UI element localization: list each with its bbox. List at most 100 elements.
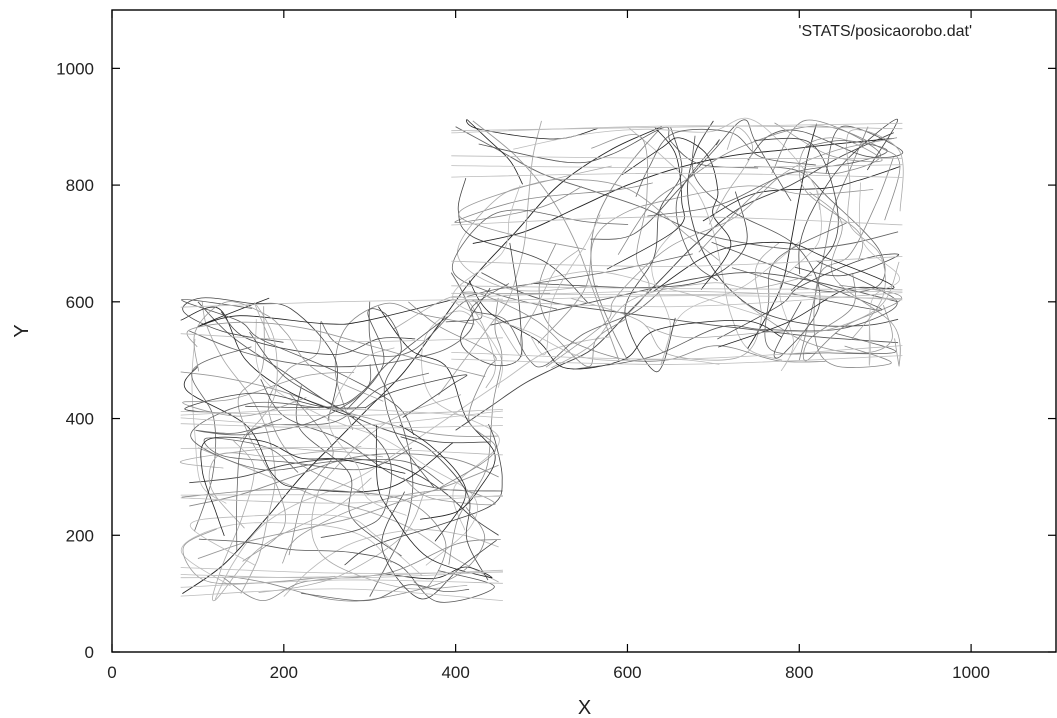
x-tick-label: 200 — [270, 663, 298, 682]
trajectory-path — [451, 216, 903, 226]
y-tick-label: 1000 — [56, 59, 94, 78]
trajectory-path — [455, 132, 894, 431]
trajectory-path — [377, 306, 496, 520]
trajectory-path — [590, 119, 792, 240]
trajectory-path — [208, 450, 384, 529]
trajectory-path — [189, 453, 499, 507]
trajectory-path — [451, 256, 903, 267]
trajectory-path — [311, 394, 468, 590]
trajectory-path — [180, 567, 503, 574]
trajectory-path — [180, 446, 362, 469]
trajectory-path — [393, 295, 496, 389]
trajectory-path — [774, 122, 883, 262]
trajectory-path — [467, 253, 693, 297]
trajectory-path — [717, 253, 899, 340]
trajectory-path — [180, 446, 503, 456]
trajectory-path — [190, 401, 444, 485]
trajectory-path — [858, 182, 900, 366]
trajectory-path — [180, 579, 503, 588]
trajectory-path — [489, 272, 899, 326]
trajectory-path — [652, 241, 895, 348]
x-tick-label: 0 — [107, 663, 116, 682]
trajectory-path — [617, 125, 901, 255]
trajectory-path — [590, 126, 663, 361]
trajectory-path — [606, 126, 685, 270]
y-tick-label: 400 — [66, 410, 94, 429]
trajectory-path — [182, 297, 338, 421]
trajectory-path — [212, 440, 372, 601]
trajectory-path — [570, 242, 780, 361]
trajectory-path — [197, 297, 454, 327]
trajectory-path — [460, 242, 523, 367]
trajectory-path — [621, 137, 732, 290]
trajectory-path — [645, 261, 900, 339]
trajectory-paths — [180, 117, 904, 603]
trajectory-path — [472, 120, 620, 361]
trajectory-path — [267, 321, 370, 496]
trajectory-path — [320, 299, 483, 357]
trajectory-path — [346, 308, 435, 488]
trajectory-path — [451, 125, 903, 134]
trajectory-path — [240, 302, 278, 441]
y-tick-label: 800 — [66, 176, 94, 195]
trajectory-path — [180, 333, 503, 343]
trajectory-path — [451, 122, 903, 132]
trajectory-path — [183, 366, 454, 493]
y-tick-label: 600 — [66, 293, 94, 312]
trajectory-path — [513, 117, 821, 210]
trajectory-path — [451, 285, 903, 290]
trajectory-path — [180, 588, 503, 601]
trajectory-path — [200, 436, 406, 537]
trajectory-path — [180, 409, 503, 417]
trajectory-path — [451, 155, 903, 159]
plot-frame — [111, 9, 1057, 653]
trajectory-path — [573, 260, 898, 370]
trajectory-path — [448, 297, 503, 565]
x-tick-label: 400 — [441, 663, 469, 682]
trajectory-path — [764, 222, 897, 355]
trajectory-path — [529, 214, 601, 356]
trajectory-path — [222, 539, 501, 602]
trajectory-path — [747, 125, 904, 175]
trajectory-path — [538, 243, 826, 363]
trajectory-path — [180, 408, 503, 419]
trajectory-path — [193, 301, 384, 402]
trajectory-path — [472, 137, 894, 244]
trajectory-path — [457, 178, 588, 303]
x-tick-label: 800 — [785, 663, 813, 682]
trajectory-path — [255, 319, 478, 566]
trajectory-path — [184, 392, 366, 414]
trajectory-path — [399, 424, 467, 542]
x-axis-title: X — [578, 697, 591, 718]
trajectory-path — [181, 488, 447, 588]
trajectory-path — [466, 119, 598, 185]
trajectory-path — [647, 140, 888, 217]
x-tick-label: 600 — [613, 663, 641, 682]
trajectory-path — [531, 191, 748, 289]
trajectory-path — [451, 295, 903, 303]
trajectory-path — [451, 209, 629, 310]
trajectory-path — [368, 301, 414, 597]
trajectory-path — [537, 185, 874, 344]
trajectory-path — [197, 447, 499, 583]
trajectory-path — [451, 172, 903, 178]
trajectory-path — [328, 347, 407, 516]
trajectory-path — [381, 491, 497, 600]
trajectory-path — [186, 321, 486, 378]
trajectory-path — [711, 241, 883, 311]
trajectory-path — [236, 372, 430, 552]
trajectory-path — [180, 569, 503, 579]
trajectory-path — [731, 166, 886, 293]
trajectory-path — [334, 302, 475, 431]
axis-ticks: 0 200 400 600 800 1000 0 200 400 600 800 1000 — [56, 10, 1056, 682]
trajectory-path — [189, 272, 474, 368]
trajectory-path — [301, 584, 470, 602]
trajectory-path — [344, 423, 503, 566]
trajectory-path — [451, 292, 903, 308]
trajectory-path — [220, 311, 416, 355]
trajectory-path — [400, 436, 489, 581]
trajectory-path — [675, 139, 720, 282]
legend-label: 'STATS/posicaorobo.dat' — [798, 23, 972, 40]
trajectory-path — [591, 134, 650, 319]
